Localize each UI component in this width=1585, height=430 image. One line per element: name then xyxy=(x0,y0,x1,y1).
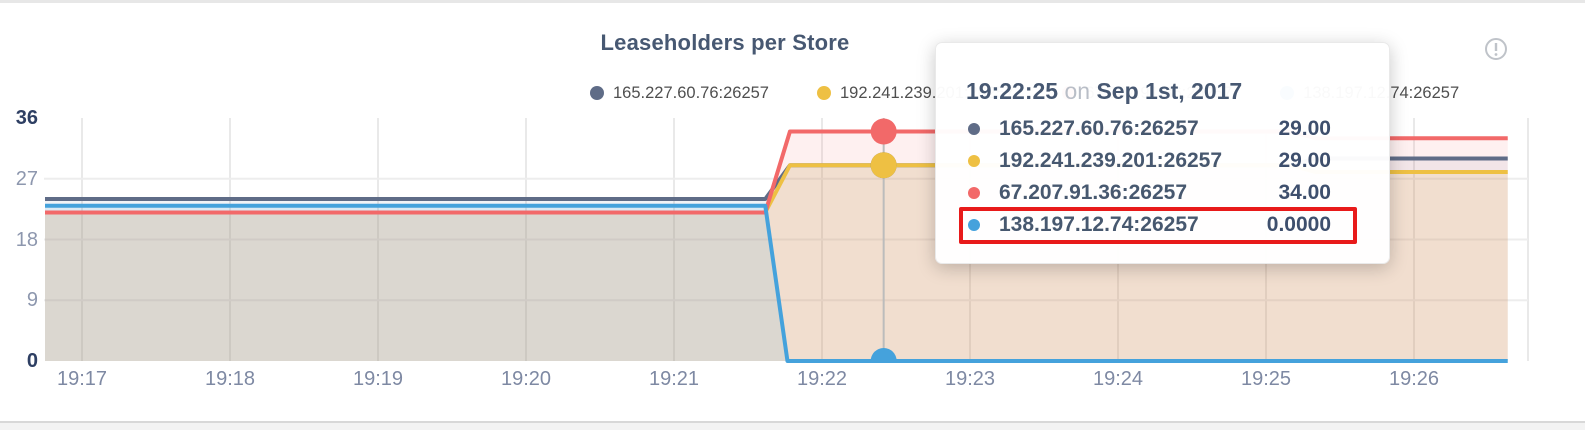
tooltip-row: 67.207.91.36:26257 34.00 xyxy=(936,177,1389,209)
chart-tooltip: 19:22:25 on Sep 1st, 2017 165.227.60.76:… xyxy=(935,42,1390,264)
tooltip-conjunction: on xyxy=(1064,78,1091,104)
x-tick-label-19:22: 19:22 xyxy=(796,368,848,390)
hover-dot-67.207.91.36:26257 xyxy=(870,118,897,145)
x-tick-label-19:23: 19:23 xyxy=(944,368,996,390)
tooltip-series-value: 34.00 xyxy=(1278,181,1331,204)
tooltip-time: 19:22:25 xyxy=(966,78,1059,104)
legend-item[interactable]: 165.227.60.76:26257 xyxy=(590,84,769,103)
tooltip-series-value: 29.00 xyxy=(1278,117,1331,140)
info-circle-icon[interactable] xyxy=(1484,37,1508,61)
panel-bottom-divider xyxy=(0,421,1585,423)
tooltip-series-label: 138.197.12.74:26257 xyxy=(999,213,1199,236)
tooltip-series-value: 29.00 xyxy=(1278,149,1331,172)
panel-top-divider xyxy=(0,0,1585,3)
legend-dot-icon xyxy=(817,86,831,100)
tooltip-series-dot-icon xyxy=(968,187,980,199)
x-tick-label-19:17: 19:17 xyxy=(56,368,108,390)
tooltip-series-dot-icon xyxy=(968,219,980,231)
x-tick-label-19:20: 19:20 xyxy=(500,368,552,390)
tooltip-date: Sep 1st, 2017 xyxy=(1096,78,1243,104)
x-tick-label-19:24: 19:24 xyxy=(1092,368,1144,390)
tooltip-row: 138.197.12.74:26257 0.0000 xyxy=(936,209,1389,241)
x-tick-label-19:25: 19:25 xyxy=(1240,368,1292,390)
tooltip-header: 19:22:25 on Sep 1st, 2017 xyxy=(966,77,1242,105)
chart-title: Leaseholders per Store xyxy=(600,30,850,55)
line-138.197.12.74:26257 xyxy=(45,203,1508,363)
x-tick-label-19:21: 19:21 xyxy=(648,368,700,390)
y-tick-label-36: 36 xyxy=(15,107,38,129)
hover-dots xyxy=(870,118,897,362)
next-panel-edge xyxy=(0,423,1585,430)
legend-dot-icon xyxy=(590,86,604,100)
y-tick-label-18: 18 xyxy=(15,228,38,251)
x-tick-label-19:18: 19:18 xyxy=(204,368,256,390)
tooltip-row: 192.241.239.201:26257 29.00 xyxy=(936,145,1389,177)
tooltip-row: 165.227.60.76:26257 29.00 xyxy=(936,113,1389,145)
x-tick-label-19:19: 19:19 xyxy=(352,368,404,390)
hover-dot-192.241.239.201:26257 xyxy=(870,152,897,179)
tooltip-rows: 165.227.60.76:26257 29.00 192.241.239.201:… xyxy=(936,113,1389,241)
hover-dot-138.197.12.74:26257 xyxy=(870,348,897,362)
tooltip-series-label: 67.207.91.36:26257 xyxy=(999,181,1188,204)
y-tick-label-9: 9 xyxy=(26,289,38,312)
x-tick-label-19:26: 19:26 xyxy=(1388,368,1440,390)
tooltip-series-label: 165.227.60.76:26257 xyxy=(999,117,1199,140)
y-tick-label-27: 27 xyxy=(15,167,38,190)
tooltip-series-label: 192.241.239.201:26257 xyxy=(999,149,1223,172)
tooltip-series-dot-icon xyxy=(968,155,980,167)
legend-label: 165.227.60.76:26257 xyxy=(613,83,769,102)
tooltip-series-value: 0.0000 xyxy=(1266,213,1331,236)
y-tick-label-0: 0 xyxy=(26,350,38,372)
tooltip-series-dot-icon xyxy=(968,123,980,135)
